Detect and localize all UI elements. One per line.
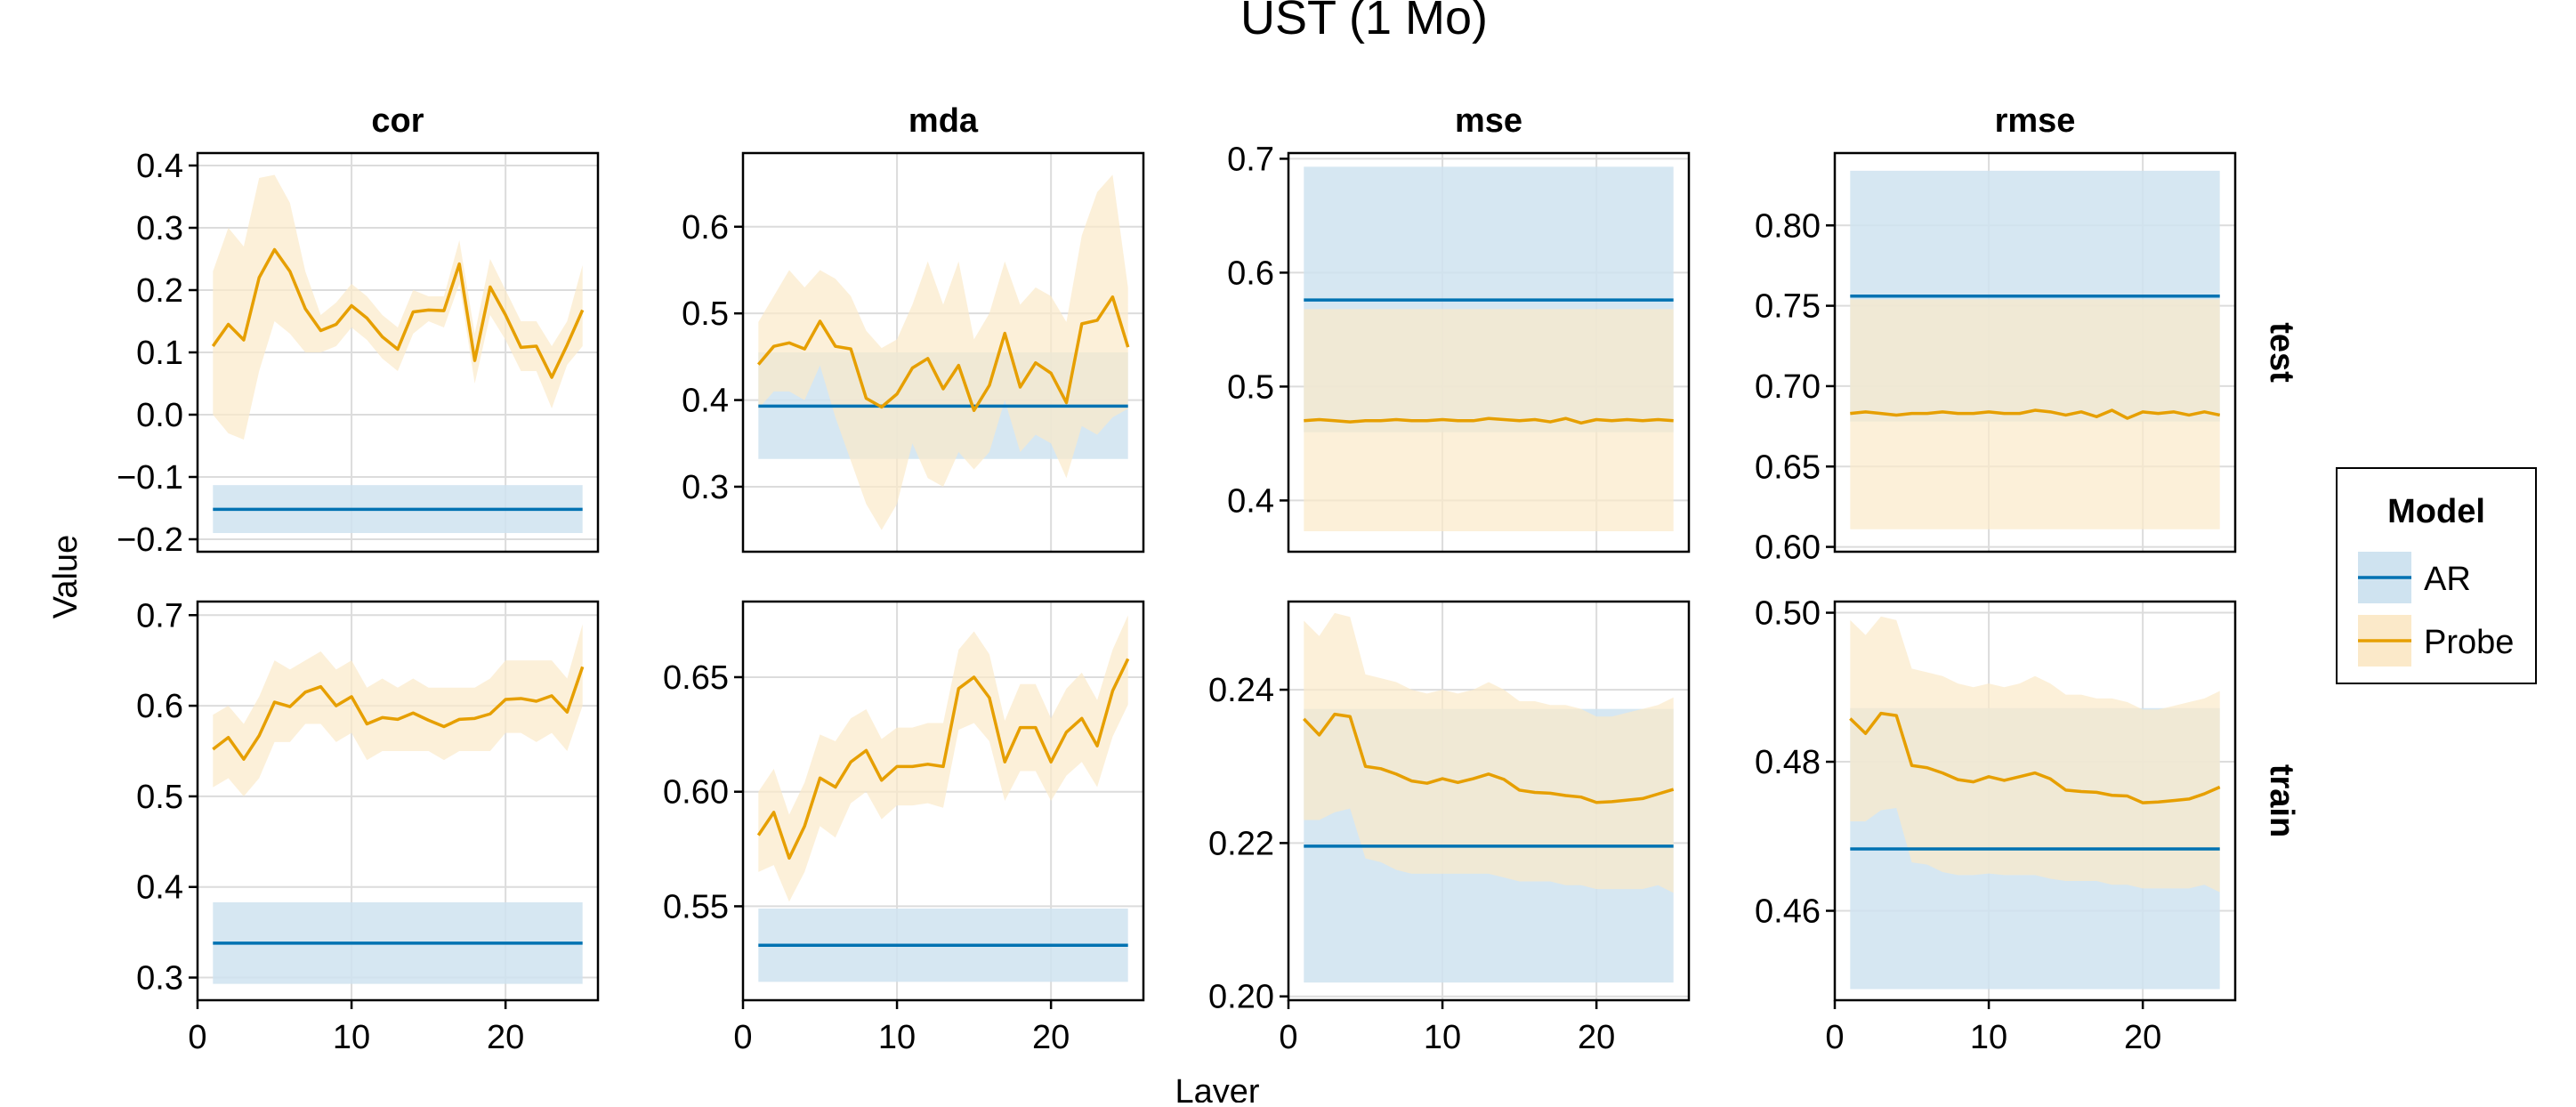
y-tick-label: 0.20 <box>1208 979 1274 1016</box>
y-tick-label: 0.70 <box>1755 368 1821 406</box>
y-tick-label: 0.5 <box>1227 368 1274 406</box>
y-tick-label: 0.5 <box>136 779 183 816</box>
panel-title-cor: cor <box>371 102 424 140</box>
y-tick-label: 0.3 <box>136 960 183 998</box>
y-tick-label: 0.0 <box>136 397 183 434</box>
row-title-test: test <box>2263 322 2300 383</box>
y-tick-label: 0.50 <box>1755 595 1821 633</box>
x-tick-label: 10 <box>333 1019 370 1056</box>
panel-frame <box>741 151 1145 554</box>
y-tick-label: 0.4 <box>136 148 183 185</box>
y-tick-label: 0.60 <box>1755 529 1821 567</box>
y-tick-label: 0.4 <box>136 869 183 907</box>
probe-line <box>1849 711 2221 804</box>
x-tick-label: 20 <box>2124 1019 2161 1056</box>
y-tick-label: 0.22 <box>1208 825 1274 862</box>
y-tick-label: 0.7 <box>136 597 183 634</box>
probe-band <box>213 624 583 796</box>
y-tick-label: 0.4 <box>1227 482 1274 520</box>
legend-label: Probe <box>2424 624 2514 661</box>
legend-entry-ar: AR <box>2358 552 2471 603</box>
probe-line <box>756 658 1130 861</box>
probe-line <box>1850 408 2221 420</box>
probe-line <box>756 295 1130 413</box>
probe-band <box>1850 299 2220 529</box>
legend-label: AR <box>2424 561 2471 598</box>
panel-frame <box>1287 151 1691 554</box>
y-tick-label: −0.1 <box>117 459 183 497</box>
legend-title: Model <box>2387 493 2485 530</box>
panel-cor-test: 0.4 0.3 0.2 0.1 0.0 −0.1 −0.2 <box>117 148 600 559</box>
panel-frame <box>1287 600 1691 1002</box>
panel-rmse-train: 0.50 0.48 0.46 0 10 20 <box>1755 595 2237 1056</box>
y-tick-label: −0.2 <box>117 521 183 559</box>
panel-title-mse: mse <box>1455 102 1522 140</box>
y-tick-label: 0.2 <box>136 272 183 310</box>
probe-band <box>758 174 1128 530</box>
panel-title-mda: mda <box>908 102 979 140</box>
probe-band <box>1850 616 2220 893</box>
y-tick-label: 0.6 <box>136 688 183 725</box>
y-tick-label: 0.3 <box>136 210 183 247</box>
y-tick-label: 0.24 <box>1208 672 1274 709</box>
chart-title: UST (1 Mo) <box>1240 0 1488 44</box>
panel-mda-test: 0.6 0.5 0.4 0.3 <box>682 151 1145 554</box>
x-tick-label: 0 <box>188 1019 206 1056</box>
panel-mse-train: 0.24 0.22 0.200 10 20 <box>1208 600 1691 1056</box>
y-tick-label: 0.75 <box>1755 288 1821 326</box>
probe-band <box>1304 612 1674 893</box>
y-tick-label: 0.48 <box>1755 744 1821 781</box>
probe-line <box>1303 712 1675 804</box>
row-title-train: train <box>2263 764 2300 837</box>
y-tick-label: 0.6 <box>1227 255 1274 292</box>
y-tick-label: 0.60 <box>663 774 729 812</box>
legend-entries: AR Probe <box>2358 552 2514 667</box>
legend-entry-probe: Probe <box>2358 615 2514 667</box>
probe-band <box>213 174 583 440</box>
x-tick-label: 20 <box>487 1019 524 1056</box>
x-tick-label: 10 <box>1970 1019 2007 1056</box>
x-tick-label: 20 <box>1578 1019 1615 1056</box>
probe-band <box>1304 309 1674 531</box>
y-tick-label: 0.80 <box>1755 207 1821 245</box>
y-tick-label: 0.46 <box>1755 893 1821 931</box>
y-tick-label: 0.55 <box>663 888 729 925</box>
y-tick-label: 0.7 <box>1227 141 1274 178</box>
y-tick-label: 0.65 <box>1755 448 1821 486</box>
y-tick-label: 0.3 <box>682 469 729 506</box>
probe-line <box>211 247 585 379</box>
y-tick-label: 0.5 <box>682 295 729 333</box>
x-tick-label: 0 <box>733 1019 752 1056</box>
probe-line <box>212 666 585 761</box>
probe-line <box>1304 416 1674 425</box>
x-tick-label: 10 <box>878 1019 916 1056</box>
y-tick-label: 0.65 <box>663 659 729 697</box>
panel-title-rmse: rmse <box>1995 102 2076 140</box>
y-axis-label: Value <box>47 535 85 618</box>
panels-layer: cor mda mse rmse test train 0.4 0.3 0.2 0.1 0.0 −0.… <box>117 102 2300 1056</box>
panel-cor-train: 0.7 0.6 0.5 0.4 0.30 10 20 <box>136 597 600 1056</box>
panel-mda-train: 0.65 0.60 0.55 0 10 20 <box>663 600 1145 1056</box>
panel-frame <box>741 600 1145 1002</box>
panel-rmse-test: 0.80 0.75 0.70 0.65 0.60 <box>1755 151 2237 567</box>
x-tick-label: 20 <box>1032 1019 1070 1056</box>
x-tick-label: 10 <box>1424 1019 1461 1056</box>
y-tick-label: 0.1 <box>136 335 183 372</box>
legend: Model AR Probe <box>2336 467 2537 684</box>
panel-frame <box>1833 151 2237 554</box>
x-tick-label: 0 <box>1825 1019 1844 1056</box>
x-axis-label: Layer <box>1175 1073 1259 1103</box>
panel-frame <box>1833 600 2237 1002</box>
x-tick-label: 0 <box>1279 1019 1297 1056</box>
panel-frame <box>196 600 600 1002</box>
y-tick-label: 0.6 <box>682 209 729 246</box>
y-tick-label: 0.4 <box>682 383 729 420</box>
panel-mse-test: 0.7 0.6 0.5 0.4 <box>1227 141 1691 554</box>
